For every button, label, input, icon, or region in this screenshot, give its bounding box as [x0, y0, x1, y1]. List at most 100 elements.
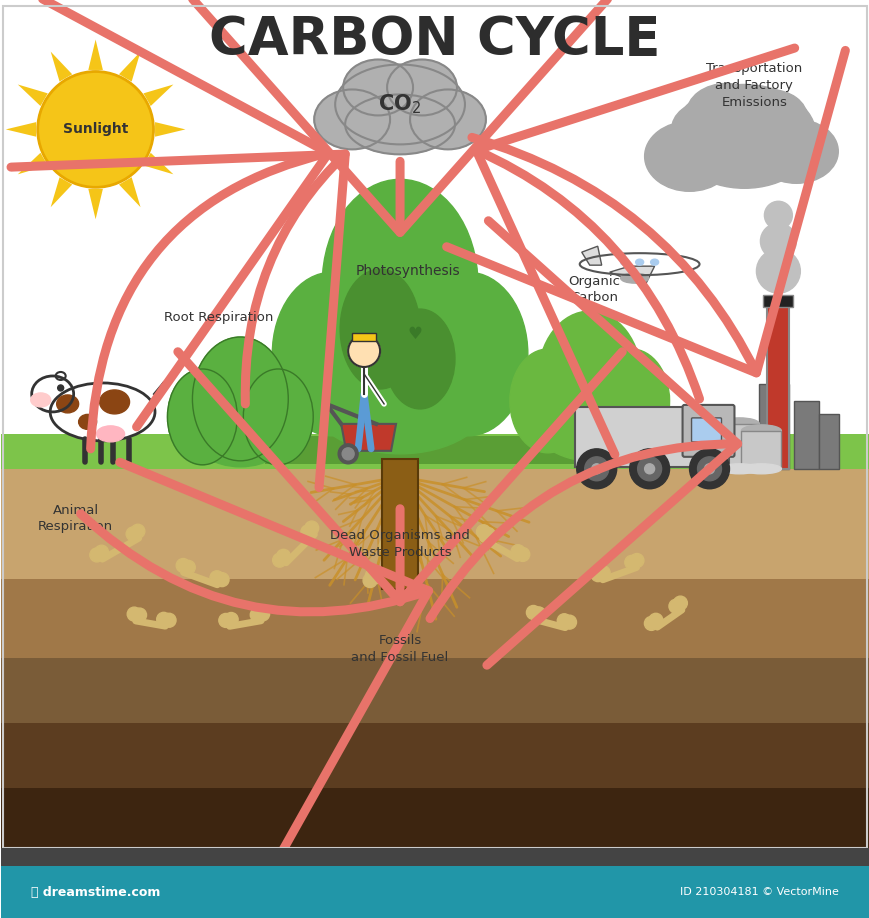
Text: ♥: ♥: [408, 325, 422, 343]
Circle shape: [181, 560, 195, 575]
Ellipse shape: [537, 311, 641, 447]
FancyBboxPatch shape: [766, 304, 788, 469]
Ellipse shape: [764, 201, 792, 230]
Circle shape: [132, 608, 146, 622]
FancyBboxPatch shape: [1, 434, 868, 469]
Circle shape: [697, 457, 720, 481]
Ellipse shape: [96, 426, 124, 442]
Circle shape: [591, 464, 601, 474]
Circle shape: [156, 612, 170, 626]
Circle shape: [704, 464, 713, 474]
FancyBboxPatch shape: [1, 723, 868, 789]
FancyBboxPatch shape: [762, 295, 793, 308]
FancyBboxPatch shape: [352, 333, 375, 341]
Circle shape: [219, 613, 233, 627]
Text: Animal
Respiration: Animal Respiration: [38, 504, 113, 532]
Ellipse shape: [644, 121, 733, 191]
Circle shape: [644, 464, 653, 474]
Polygon shape: [119, 177, 141, 207]
FancyBboxPatch shape: [744, 427, 766, 469]
FancyBboxPatch shape: [1, 866, 868, 918]
FancyBboxPatch shape: [265, 436, 768, 464]
Circle shape: [304, 521, 318, 535]
Circle shape: [348, 335, 380, 367]
Circle shape: [624, 555, 638, 569]
Ellipse shape: [740, 464, 780, 474]
FancyBboxPatch shape: [1, 578, 868, 658]
Ellipse shape: [272, 272, 392, 436]
Ellipse shape: [719, 418, 759, 430]
FancyBboxPatch shape: [719, 424, 759, 469]
Ellipse shape: [31, 376, 74, 412]
FancyBboxPatch shape: [682, 405, 733, 457]
Text: Root Respiration: Root Respiration: [163, 311, 273, 324]
Polygon shape: [609, 266, 653, 286]
Ellipse shape: [509, 349, 585, 453]
Ellipse shape: [719, 464, 759, 474]
Circle shape: [209, 571, 223, 585]
Ellipse shape: [671, 102, 740, 157]
Ellipse shape: [672, 84, 815, 188]
Ellipse shape: [335, 64, 464, 144]
Polygon shape: [17, 152, 48, 174]
Ellipse shape: [593, 349, 669, 453]
FancyBboxPatch shape: [1, 658, 868, 723]
Ellipse shape: [345, 95, 454, 154]
Circle shape: [276, 549, 290, 564]
Ellipse shape: [50, 383, 155, 441]
Circle shape: [215, 573, 229, 587]
Text: Ⓣ dreamstime.com: Ⓣ dreamstime.com: [30, 886, 160, 899]
Ellipse shape: [56, 395, 78, 413]
Text: Photosynthesis: Photosynthesis: [355, 264, 460, 278]
FancyBboxPatch shape: [691, 418, 720, 442]
Circle shape: [531, 607, 545, 621]
Ellipse shape: [310, 344, 489, 453]
Ellipse shape: [755, 249, 799, 293]
Circle shape: [629, 449, 669, 488]
Circle shape: [342, 448, 354, 460]
Circle shape: [250, 608, 264, 621]
Ellipse shape: [408, 272, 527, 436]
Ellipse shape: [99, 390, 129, 414]
Circle shape: [481, 528, 494, 542]
Ellipse shape: [579, 253, 699, 275]
Ellipse shape: [189, 391, 292, 467]
Circle shape: [162, 613, 176, 627]
Ellipse shape: [686, 84, 766, 143]
Circle shape: [365, 568, 379, 583]
Ellipse shape: [340, 269, 420, 389]
Ellipse shape: [342, 319, 507, 442]
Ellipse shape: [760, 223, 795, 259]
Ellipse shape: [342, 60, 413, 116]
Circle shape: [95, 545, 109, 559]
Circle shape: [476, 525, 490, 539]
Polygon shape: [50, 51, 72, 82]
Polygon shape: [341, 424, 395, 451]
FancyBboxPatch shape: [1, 848, 868, 866]
Circle shape: [595, 565, 609, 580]
Ellipse shape: [57, 385, 63, 391]
Text: CO$_2$: CO$_2$: [378, 93, 421, 117]
Text: Sunlight: Sunlight: [63, 122, 128, 137]
Text: CARBON CYCLE: CARBON CYCLE: [209, 14, 660, 65]
Ellipse shape: [635, 259, 643, 265]
Polygon shape: [6, 122, 36, 137]
FancyBboxPatch shape: [574, 407, 728, 467]
Circle shape: [629, 554, 643, 567]
Ellipse shape: [740, 425, 780, 437]
Ellipse shape: [409, 89, 486, 150]
Circle shape: [637, 457, 660, 481]
Ellipse shape: [531, 377, 647, 461]
Ellipse shape: [192, 337, 288, 461]
Circle shape: [37, 72, 153, 187]
Circle shape: [126, 527, 140, 541]
Polygon shape: [143, 152, 173, 174]
Polygon shape: [119, 51, 141, 82]
Ellipse shape: [322, 179, 477, 389]
FancyBboxPatch shape: [793, 401, 819, 469]
Circle shape: [255, 607, 269, 621]
Circle shape: [224, 612, 238, 626]
Circle shape: [130, 524, 144, 538]
Polygon shape: [581, 246, 601, 265]
Circle shape: [562, 615, 576, 629]
